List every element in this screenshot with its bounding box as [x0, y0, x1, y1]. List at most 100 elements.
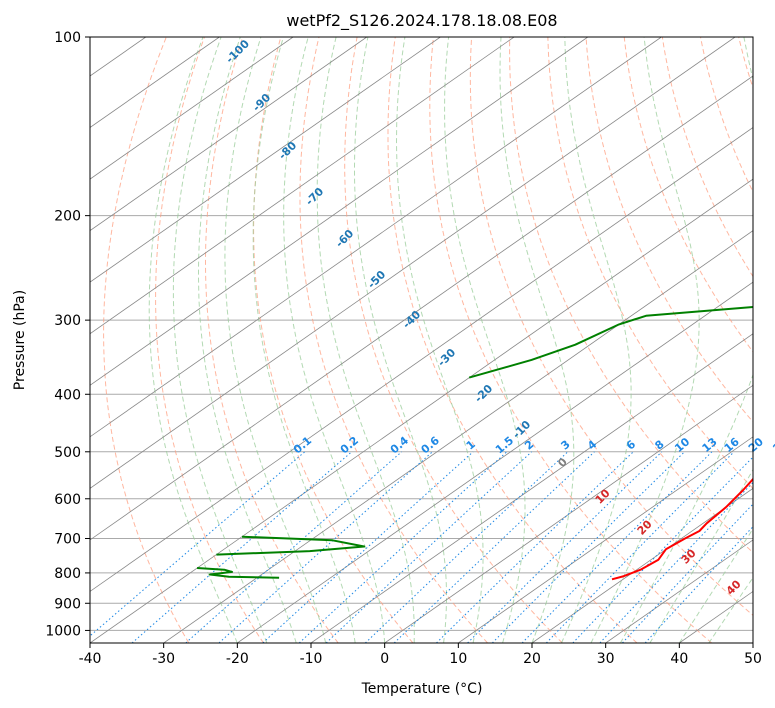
isotherm-line	[90, 37, 662, 438]
isotherm-line	[90, 75, 753, 541]
y-tick-label: 700	[54, 532, 81, 548]
moist-adiabat-line	[649, 468, 753, 643]
moist-adiabat-line	[224, 37, 327, 643]
dewpoint-profile-line	[216, 535, 366, 556]
moist-adiabat-line	[283, 37, 386, 643]
dewpoint-profile-line	[468, 306, 753, 379]
y-tick-label: 300	[54, 313, 81, 329]
mixing-ratio-label: 2	[522, 438, 536, 453]
mixing-ratio-label: 0.6	[419, 434, 443, 457]
mixing-ratio-label: 8	[652, 438, 666, 453]
dry-adiabat-line	[155, 37, 264, 643]
dry-adiabat-line	[547, 37, 753, 490]
moist-adiabat-line	[252, 37, 356, 643]
isotherm-label: -100	[223, 37, 252, 66]
isotherm-line	[90, 37, 736, 489]
y-tick-label: 500	[54, 445, 81, 461]
y-tick-label: 600	[54, 492, 81, 508]
isotherm-line	[90, 37, 589, 386]
x-tick-label: 20	[523, 651, 541, 667]
isotherm-label: -60	[333, 227, 356, 250]
mixing-ratio-line	[262, 451, 474, 643]
dry-adiabat-line	[344, 37, 563, 643]
moist-adiabat-line	[678, 527, 753, 643]
dry-adiabat-line	[585, 37, 753, 423]
mixing-ratio-label: 1.5	[493, 434, 516, 456]
mixing-ratio-line	[325, 451, 532, 643]
dry-adiabat-line	[429, 37, 713, 643]
isotherm-label: -20	[472, 382, 495, 405]
moist-adiabat-line	[619, 37, 753, 643]
isotherm-line	[90, 37, 220, 129]
mixing-ratio-line	[622, 503, 753, 643]
dry-adiabat-line	[103, 37, 190, 643]
y-tick-label: 100	[54, 30, 81, 46]
moist-adiabat-label: 10	[593, 486, 613, 506]
mixing-ratio-line	[185, 451, 403, 643]
mixing-ratio-line	[131, 451, 353, 643]
background-lines	[90, 37, 753, 643]
mixing-ratio-line	[599, 481, 753, 643]
mixing-ratio-line	[218, 451, 433, 643]
dry-adiabat-line	[205, 37, 339, 643]
dry-adiabat-line	[623, 37, 753, 353]
mixing-ratio-label: 4	[585, 437, 599, 452]
isotherm-line	[531, 487, 753, 643]
moist-adiabat-line	[395, 37, 484, 643]
isotherm-label: -50	[365, 268, 388, 291]
moist-adiabat-line	[354, 37, 447, 643]
y-axis-label: Pressure (hPa)	[12, 290, 28, 390]
isotherm-label: -80	[276, 139, 299, 162]
mixing-ratio-line	[545, 451, 735, 643]
mixing-ratio-line	[436, 451, 634, 643]
mixing-ratio-label: 25	[771, 435, 775, 455]
mixing-ratio-line	[364, 451, 569, 643]
moist-adiabat-line	[444, 37, 526, 643]
mixing-ratio-label: 1	[464, 438, 478, 453]
isotherm-label: -90	[250, 91, 273, 114]
dry-adiabat-line	[387, 37, 638, 643]
y-tick-label: 200	[54, 209, 81, 225]
moist-adiabat-label: 0	[555, 455, 570, 470]
x-tick-label: 0	[380, 651, 389, 667]
moist-adiabat-line	[708, 576, 753, 643]
chart-title: wetPf2_S126.2024.178.18.08.E08	[286, 11, 557, 31]
data-lines	[197, 306, 753, 581]
x-tick-label: 10	[449, 651, 467, 667]
isotherm-line	[752, 642, 753, 643]
isotherm-line	[458, 436, 753, 643]
axes: -40 -30 -20 -10 0 10 20 30 40 5010020030040050060…	[45, 30, 762, 667]
dewpoint-profile-line	[197, 567, 280, 579]
isotherm-line	[90, 37, 441, 283]
plot-frame	[89, 36, 754, 644]
mixing-ratio-label: 3	[558, 438, 572, 453]
mixing-ratio-line	[521, 451, 713, 643]
mixing-ratio-line	[90, 451, 306, 637]
moist-adiabat-line	[198, 37, 297, 643]
dry-adiabat-line	[253, 37, 414, 643]
moist-adiabat-line	[172, 37, 268, 643]
dry-adiabat-line	[509, 37, 753, 554]
isotherm-line	[163, 230, 753, 643]
dry-adiabat-line	[469, 37, 753, 616]
x-tick-label: -40	[79, 651, 102, 667]
x-tick-label: -30	[152, 651, 175, 667]
isotherm-line	[237, 281, 753, 643]
mixing-ratio-line	[491, 451, 685, 643]
isotherm-line	[90, 37, 294, 180]
isotherm-line	[90, 178, 753, 643]
moist-adiabat-label: 20	[635, 517, 655, 537]
x-tick-label: 30	[597, 651, 615, 667]
y-tick-label: 900	[54, 596, 81, 612]
isotherm-label: -70	[303, 185, 326, 208]
temperature-profile-line	[611, 477, 753, 581]
isotherm-line	[605, 539, 753, 643]
mixing-ratio-label: 0.4	[388, 434, 412, 457]
mixing-ratio-line	[298, 451, 508, 643]
moist-adiabat-line	[499, 37, 575, 643]
isotherm-line	[310, 333, 753, 643]
isotherm-line	[90, 37, 515, 335]
isotherm-line	[90, 37, 368, 232]
mixing-ratio-line	[393, 451, 595, 643]
